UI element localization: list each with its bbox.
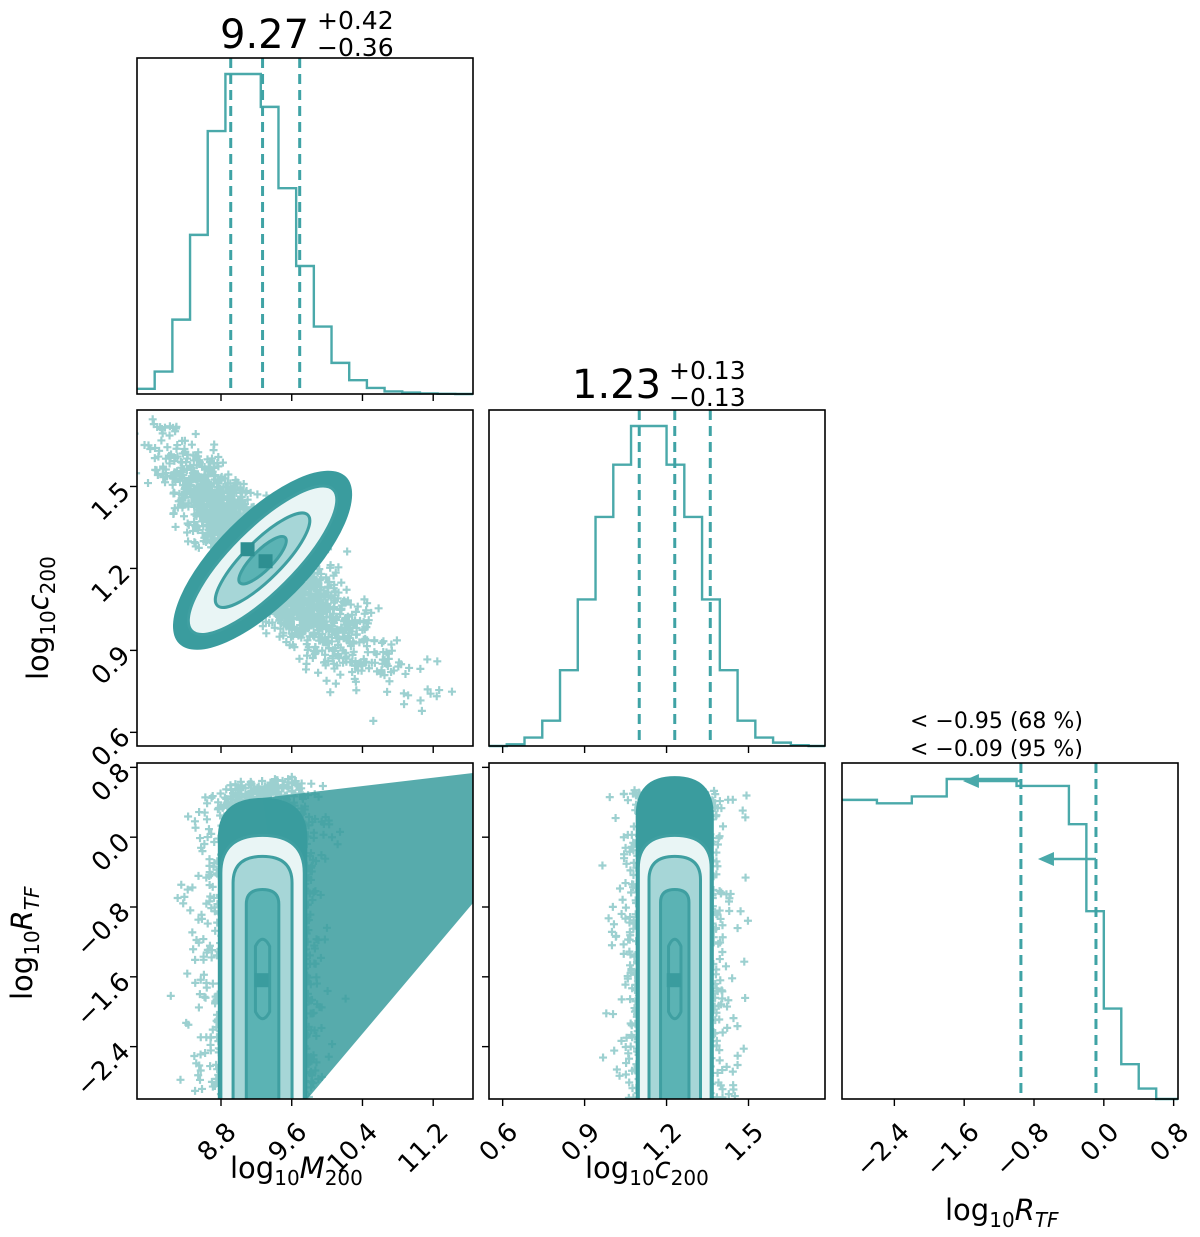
title-rtf-95: < −0.09 (95 %)	[910, 737, 1083, 762]
panel-frame-0-0	[136, 57, 474, 395]
scatter-m200-c200	[137, 415, 456, 725]
histogram-rtf	[842, 763, 1178, 1101]
density-region-c200-rtf-2	[660, 889, 689, 1099]
title-c200-minus: −0.13	[669, 383, 746, 412]
upper-limit-arrowhead-1	[1037, 852, 1054, 866]
histogram-m200	[137, 58, 473, 396]
upper-limit-arrowhead-0	[962, 774, 979, 788]
scatter-m200-rtf	[166, 772, 473, 1099]
contour-c200-rtf-peak	[667, 937, 683, 1021]
title-rtf-68: < −0.95 (68 %)	[910, 709, 1083, 734]
contour-m200-rtf-peak	[253, 937, 272, 1021]
histogram-step-c200	[489, 424, 825, 748]
contour-c200-rtf-0	[636, 833, 713, 1099]
panel-frame-2-2	[841, 762, 1179, 1100]
contour-m200-rtf-2	[244, 888, 281, 1099]
ylabel-c200: log10c200	[21, 556, 60, 680]
xtick-label-rtf-4: 0.8	[1145, 1117, 1195, 1167]
panel-frame-0-1	[136, 409, 474, 747]
histogram-c200	[489, 410, 825, 748]
contour-m200-rtf-0	[219, 833, 306, 1099]
xtick-label-m200-3: 11.2	[393, 1117, 455, 1179]
xlabel-c200: log10c200	[585, 1151, 709, 1190]
peak-bin-b	[258, 554, 273, 569]
ylabel-rtf: log10RTF	[5, 886, 44, 1000]
title-c200-value: 1.23	[572, 362, 661, 408]
xlabel-m200: log10M200	[230, 1151, 363, 1190]
contour-m200-rtf-1	[231, 854, 294, 1099]
histogram-step-rtf	[842, 777, 1178, 1101]
contour-outer	[186, 484, 339, 636]
contour-c200-rtf-1	[647, 854, 703, 1099]
ytick-label-c200-1: 0.9	[86, 641, 136, 691]
title-m200-minus: −0.36	[317, 33, 394, 62]
peak-bin-a	[240, 542, 255, 557]
panel-frame-1-1	[488, 409, 826, 747]
xtick-label-rtf-2: −0.8	[990, 1117, 1056, 1183]
panel-frame-0-2	[136, 762, 474, 1100]
panel-frame-1-2	[488, 762, 826, 1100]
ytick-label-c200-2: 1.2	[86, 559, 136, 609]
peak-bin-m200-rtf	[254, 973, 269, 988]
title-m200-value: 9.27	[220, 12, 309, 58]
title-m200-plus: +0.42	[317, 6, 394, 35]
title-c200-plus: +0.13	[669, 356, 746, 385]
xlabel-rtf: log10RTF	[945, 1193, 1059, 1232]
scatter-c200-rtf	[598, 776, 752, 1099]
contour-c200-rtf-2	[659, 888, 691, 1099]
histogram-step-m200	[137, 72, 473, 396]
density-region-m200-rtf-2	[246, 889, 279, 1099]
peak-bin-c200-rtf	[666, 973, 681, 988]
density-tail-m200-rtf	[262, 773, 473, 1099]
xtick-label-rtf-3: 0.0	[1075, 1117, 1125, 1167]
panel-frames	[136, 57, 1179, 1100]
ytick-label-rtf-4: 0.8	[86, 758, 136, 808]
ytick-label-c200-3: 1.5	[86, 477, 136, 527]
ytick-label-rtf-0: −2.4	[71, 1037, 137, 1103]
xtick-label-c200-3: 1.5	[720, 1117, 770, 1167]
xtick-label-rtf-1: −1.6	[920, 1117, 986, 1183]
ytick-label-rtf-1: −1.6	[71, 967, 137, 1033]
xtick-label-rtf-0: −2.4	[850, 1117, 916, 1183]
ytick-label-rtf-3: 0.0	[86, 827, 136, 877]
xtick-label-c200-0: 0.6	[474, 1117, 524, 1167]
ytick-label-rtf-2: −0.8	[71, 897, 137, 963]
